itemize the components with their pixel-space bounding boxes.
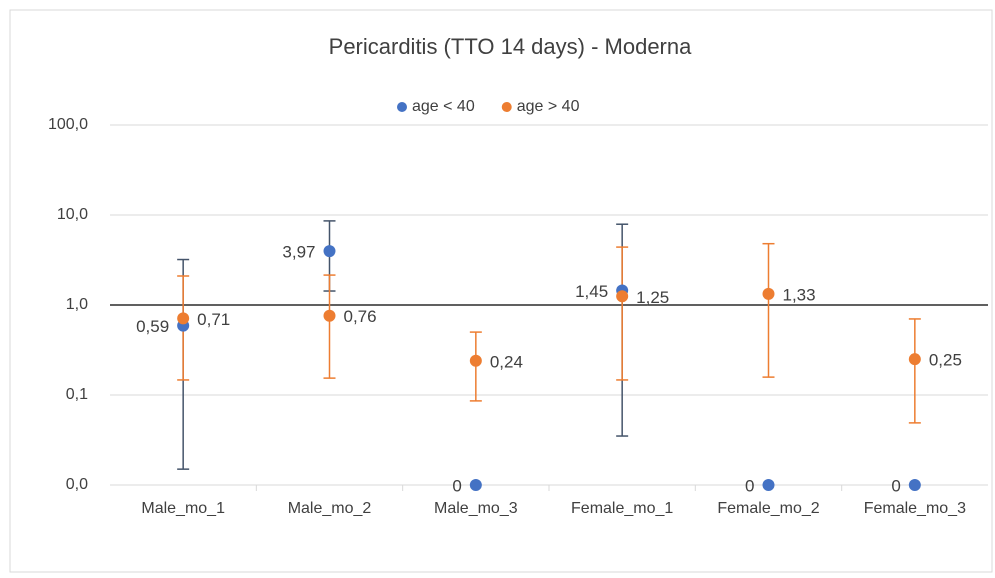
y-tick-label: 0,1	[66, 386, 88, 403]
data-label: 0,76	[344, 307, 377, 326]
x-tick-label: Female_mo_2	[717, 500, 819, 517]
data-label: 0	[891, 476, 900, 495]
legend-marker	[501, 102, 512, 112]
data-label: 0,25	[929, 351, 962, 370]
y-tick-label: 10,0	[57, 206, 88, 223]
point	[177, 312, 190, 325]
x-tick-label: Male_mo_3	[434, 500, 518, 517]
legend-label: age < 40	[412, 98, 475, 115]
data-label: 3,97	[282, 243, 315, 262]
x-tick-label: Male_mo_2	[288, 500, 372, 517]
point	[908, 353, 921, 366]
data-label: 0	[452, 476, 461, 495]
legend-marker	[397, 102, 407, 112]
point	[469, 354, 482, 367]
legend-label: age > 40	[517, 98, 580, 115]
point	[323, 245, 336, 258]
point	[323, 309, 336, 322]
x-tick-label: Male_mo_1	[141, 500, 225, 517]
data-label: 1,25	[636, 288, 669, 307]
y-tick-label: 100,0	[48, 116, 88, 133]
point	[762, 287, 775, 300]
x-tick-label: Female_mo_3	[864, 500, 966, 517]
data-label: 1,45	[575, 282, 608, 301]
point	[762, 479, 775, 491]
x-tick-label: Female_mo_1	[571, 500, 673, 517]
point	[469, 479, 482, 491]
data-label: 0,71	[197, 310, 230, 329]
data-label: 1,33	[783, 285, 816, 304]
data-label: 0,24	[490, 352, 523, 371]
point	[616, 290, 629, 303]
chart-title: Pericarditis (TTO 14 days) - Moderna	[329, 34, 692, 59]
point	[908, 479, 921, 491]
y-tick-label: 0,0	[66, 476, 88, 493]
data-label: 0	[745, 476, 754, 495]
y-tick-label: 1,0	[66, 296, 88, 313]
chart-border	[9, 9, 993, 573]
data-label: 0,59	[136, 317, 169, 336]
